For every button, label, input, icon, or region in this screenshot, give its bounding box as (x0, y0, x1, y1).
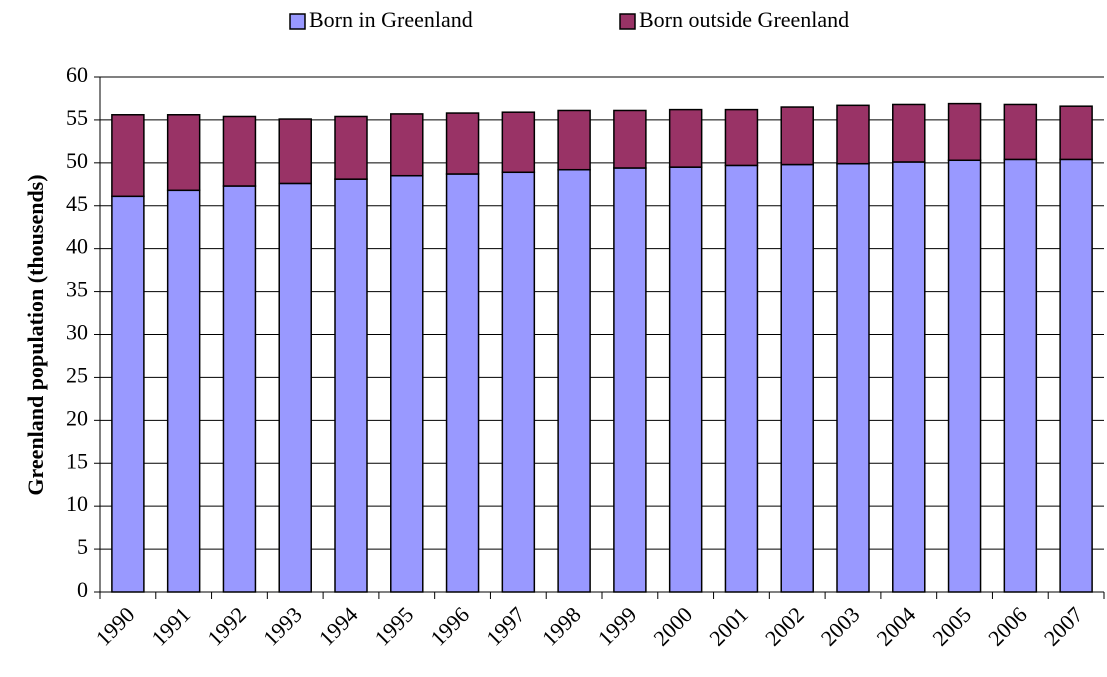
legend-label: Born in Greenland (309, 7, 473, 32)
bar-segment (613, 167, 647, 593)
bar-segment (222, 185, 257, 593)
x-tick-label: 1993 (258, 602, 307, 651)
bar-segment (166, 114, 201, 192)
bar-segment (836, 162, 870, 593)
bar-segment (501, 171, 536, 593)
x-tick-label: 2004 (872, 602, 921, 651)
bar-segment (111, 114, 145, 198)
y-tick-label: 15 (66, 448, 88, 473)
y-tick-label: 5 (77, 534, 88, 559)
x-tick-label: 1990 (91, 602, 140, 651)
bar-segment (278, 182, 312, 593)
x-tick-label: 1994 (314, 602, 363, 651)
bar-segment (278, 118, 312, 185)
x-tick-label: 1996 (425, 602, 474, 651)
bar-segment (780, 163, 814, 593)
bar-segment (947, 102, 982, 162)
bar-segment (724, 108, 759, 167)
y-tick-label: 45 (66, 191, 88, 216)
y-axis-label: Greenland population (thousends) (23, 174, 48, 495)
x-tick-label: 1991 (146, 602, 195, 651)
x-tick-label: 2006 (983, 602, 1032, 651)
x-tick-label: 2000 (648, 602, 697, 651)
x-tick-label: 2003 (816, 602, 865, 651)
x-tick-label: 1995 (370, 602, 419, 651)
bar-segment (1003, 103, 1038, 161)
bar-segment (222, 115, 257, 187)
bar-segment (1003, 158, 1038, 593)
y-tick-label: 35 (66, 277, 88, 302)
bar-segment (390, 113, 424, 177)
bar-segment (836, 104, 870, 165)
x-tick-label: 1999 (593, 602, 642, 651)
y-tick-label: 50 (66, 148, 88, 173)
bar-segment (724, 164, 759, 593)
y-tick-label: 10 (66, 491, 88, 516)
y-tick-label: 30 (66, 320, 88, 345)
bar-segment (557, 168, 591, 593)
x-tick-label: 1998 (537, 602, 586, 651)
bar-segment (390, 174, 424, 593)
bar-segment (445, 173, 480, 593)
legend-swatch (619, 13, 636, 30)
legend-swatch (289, 13, 306, 30)
y-tick-label: 20 (66, 405, 88, 430)
bar-segment (111, 195, 145, 593)
bar-segment (947, 159, 982, 593)
x-tick-label: 1997 (481, 602, 530, 651)
bar-segment (166, 189, 201, 593)
bar-segment (1059, 158, 1093, 593)
bar-segment (445, 112, 480, 175)
bar-segment (501, 111, 536, 174)
x-tick-label: 2005 (927, 602, 976, 651)
bar-segment (668, 108, 703, 168)
y-tick-label: 40 (66, 234, 88, 259)
bar-segment (1059, 105, 1093, 161)
y-tick-label: 0 (77, 577, 88, 602)
bar-segment (892, 103, 926, 163)
bar-segment (668, 166, 703, 593)
x-tick-label: 2001 (704, 602, 753, 651)
x-tick-label: 2007 (1039, 602, 1088, 651)
y-tick-label: 55 (66, 105, 88, 130)
bar-segment (557, 109, 591, 171)
x-tick-label: 1992 (202, 602, 251, 651)
legend-label: Born outside Greenland (639, 7, 849, 32)
bar-segment (334, 178, 368, 593)
bar-segment (613, 109, 647, 169)
y-tick-label: 25 (66, 362, 88, 387)
bar-segment (780, 106, 814, 166)
x-tick-label: 2002 (760, 602, 809, 651)
y-tick-label: 60 (66, 62, 88, 87)
bar-segment (334, 115, 368, 180)
bar-segment (892, 161, 926, 593)
